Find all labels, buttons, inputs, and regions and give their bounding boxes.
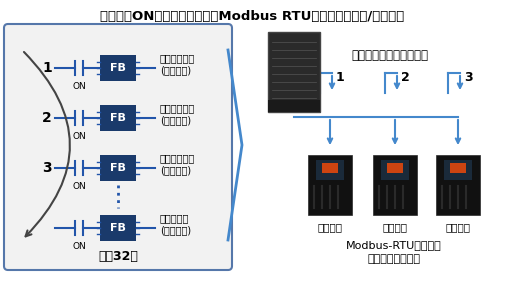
Text: 1: 1 [336,70,345,83]
FancyBboxPatch shape [387,163,403,173]
FancyBboxPatch shape [322,163,338,173]
Text: ノード２: ノード２ [382,222,408,232]
Text: ON: ON [72,182,86,191]
FancyArrowPatch shape [24,52,70,236]
Text: FB: FB [110,63,126,73]
Text: 2: 2 [401,70,410,83]
Text: 周波数モニタ
(ノード１): 周波数モニタ (ノード１) [160,53,195,75]
Text: 周波数設定
(ノード３): 周波数設定 (ノード３) [160,213,191,235]
Text: 3: 3 [42,161,52,175]
Text: ON: ON [72,82,86,91]
Text: 最大32個: 最大32個 [98,250,138,262]
FancyBboxPatch shape [4,24,232,270]
Text: ON: ON [72,242,86,251]
Text: Modbus-RTUスレーブ
　例：インバータ: Modbus-RTUスレーブ 例：インバータ [346,240,442,264]
Text: FB: FB [110,163,126,173]
FancyBboxPatch shape [100,55,136,81]
Text: ノード３: ノード３ [445,222,471,232]
Text: FB: FB [110,113,126,123]
FancyBboxPatch shape [268,100,320,112]
FancyBboxPatch shape [444,160,472,180]
FancyBboxPatch shape [100,105,136,131]
Text: ノード１: ノード１ [318,222,342,232]
FancyBboxPatch shape [373,155,417,215]
FancyBboxPatch shape [308,155,352,215]
FancyBboxPatch shape [100,155,136,181]
Text: 3: 3 [464,70,473,83]
FancyBboxPatch shape [316,160,344,180]
FancyBboxPatch shape [100,215,136,241]
Text: ON: ON [72,132,86,141]
FancyBboxPatch shape [268,32,320,112]
Text: 順番にコマンドを送受信: 順番にコマンドを送受信 [351,49,429,62]
Text: FB: FB [110,223,126,233]
Text: ・同時にONした場合、順番にModbus RTUコマンドを送信/受信する: ・同時にONした場合、順番にModbus RTUコマンドを送信/受信する [100,10,404,23]
Text: 2: 2 [42,111,52,125]
Text: 周波数モニタ
(ノード２): 周波数モニタ (ノード２) [160,103,195,125]
Text: 周波数モニタ
(ノード３): 周波数モニタ (ノード３) [160,153,195,175]
Text: 1: 1 [42,61,52,75]
FancyBboxPatch shape [436,155,480,215]
FancyBboxPatch shape [381,160,409,180]
FancyBboxPatch shape [450,163,466,173]
